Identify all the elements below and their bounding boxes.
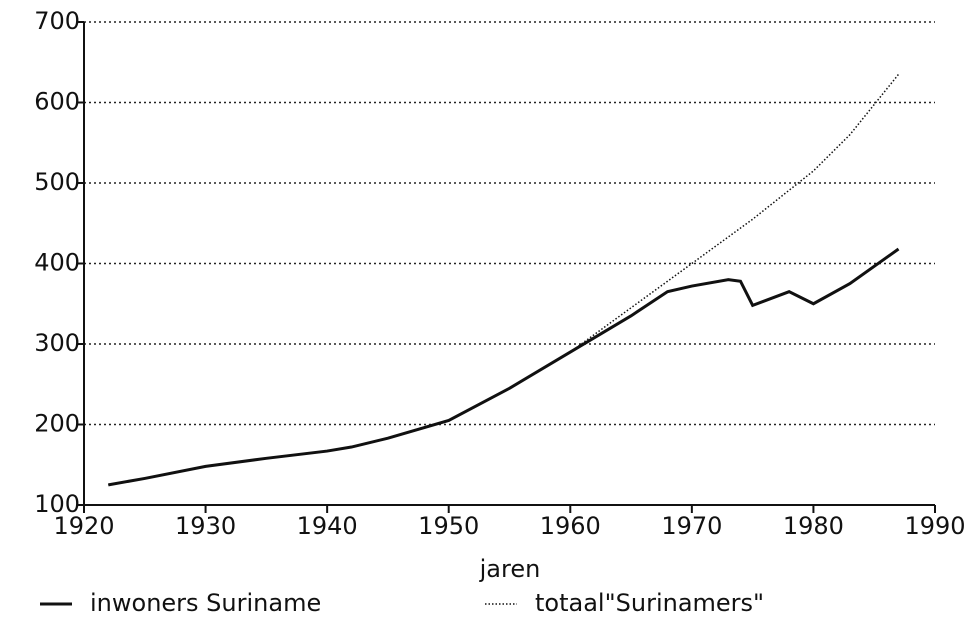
y-tick-label: 300 (34, 329, 80, 357)
x-tick-label: 1970 (661, 512, 722, 540)
y-tick-label: 500 (34, 168, 80, 196)
y-tick-label: 400 (34, 249, 80, 277)
legend-label: inwoners Suriname (90, 589, 321, 617)
y-tick-label: 100 (34, 490, 80, 518)
legend-label: totaal"Surinamers" (535, 589, 764, 617)
x-tick-label: 1940 (297, 512, 358, 540)
y-tick-label: 200 (34, 410, 80, 438)
x-tick-label: 1920 (53, 512, 114, 540)
x-tick-label: 1960 (540, 512, 601, 540)
x-tick-label: 1950 (418, 512, 479, 540)
y-tick-label: 700 (34, 7, 80, 35)
x-axis-label: jaren (479, 555, 541, 583)
x-tick-label: 1930 (175, 512, 236, 540)
y-tick-label: 600 (34, 88, 80, 116)
series-line (108, 247, 900, 487)
series-line (108, 73, 900, 486)
x-tick-label: 1980 (783, 512, 844, 540)
x-tick-label: 1990 (904, 512, 965, 540)
